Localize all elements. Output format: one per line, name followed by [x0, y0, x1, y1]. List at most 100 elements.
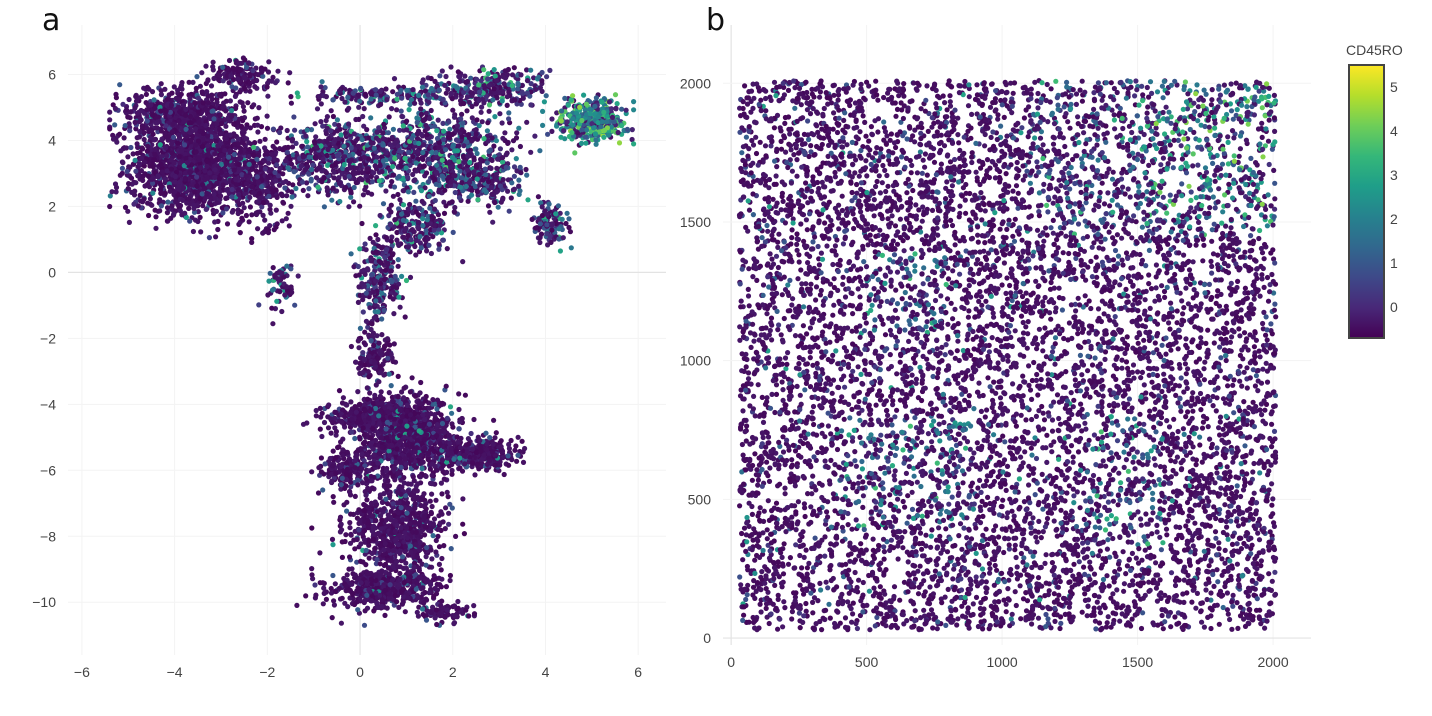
- umap-point: [413, 160, 419, 166]
- umap-point: [500, 155, 506, 161]
- umap-point: [356, 104, 362, 110]
- umap-point: [187, 169, 193, 175]
- umap-point: [214, 180, 220, 186]
- umap-point: [337, 88, 343, 94]
- umap-point: [215, 143, 221, 149]
- umap-point: [489, 191, 495, 197]
- umap-point: [163, 108, 169, 114]
- umap-point: [537, 148, 543, 154]
- umap-point: [318, 101, 324, 107]
- umap-point: [448, 179, 454, 185]
- umap-point: [509, 180, 515, 186]
- umap-point: [269, 151, 275, 158]
- umap-point: [168, 166, 174, 172]
- umap-point: [351, 199, 357, 205]
- umap-point: [205, 100, 211, 106]
- umap-point: [485, 120, 491, 126]
- umap-point: [569, 130, 575, 136]
- umap-point: [325, 192, 331, 198]
- umap-point: [465, 153, 471, 159]
- umap-point: [502, 68, 508, 74]
- umap-point: [194, 183, 200, 189]
- umap-point: [462, 159, 468, 165]
- umap-point: [478, 109, 484, 115]
- umap-point: [404, 127, 410, 133]
- umap-point: [199, 70, 205, 76]
- umap-point: [615, 129, 621, 136]
- umap-point: [613, 106, 619, 112]
- umap-point: [197, 196, 203, 202]
- umap-point: [137, 192, 143, 198]
- umap-point: [273, 207, 279, 213]
- umap-point: [305, 193, 311, 199]
- umap-point: [442, 187, 448, 193]
- umap-point: [172, 179, 178, 185]
- umap-point: [205, 133, 211, 139]
- umap-point: [149, 89, 156, 95]
- umap-point: [510, 138, 517, 144]
- umap-point: [412, 243, 418, 250]
- umap-point: [188, 102, 194, 108]
- panel-a-grid: [68, 25, 666, 655]
- umap-point: [389, 106, 395, 112]
- umap-point: [461, 143, 467, 149]
- umap-point: [377, 88, 383, 94]
- umap-point: [213, 208, 219, 215]
- umap-point: [426, 242, 432, 248]
- umap-point: [324, 152, 330, 159]
- umap-point: [282, 185, 288, 191]
- umap-point: [361, 106, 367, 112]
- umap-point: [420, 149, 426, 156]
- umap-point: [437, 222, 443, 228]
- umap-point: [164, 153, 170, 159]
- umap-point: [193, 149, 199, 155]
- umap-point: [516, 177, 522, 183]
- umap-point: [270, 74, 276, 80]
- umap-point: [390, 193, 396, 199]
- umap-point: [565, 102, 571, 108]
- umap-point: [328, 128, 334, 134]
- umap-point: [446, 119, 452, 125]
- umap-point: [285, 165, 291, 171]
- umap-point: [142, 183, 148, 189]
- umap-point: [416, 140, 422, 146]
- umap-point: [486, 179, 492, 185]
- umap-point: [466, 179, 473, 185]
- umap-point: [351, 131, 357, 137]
- umap-point: [151, 137, 157, 143]
- umap-point: [223, 206, 230, 212]
- umap-point: [288, 203, 294, 209]
- umap-point: [505, 140, 511, 146]
- umap-point: [138, 198, 144, 204]
- umap-point: [305, 144, 311, 150]
- umap-point: [601, 109, 607, 115]
- umap-point: [488, 185, 494, 191]
- umap-point: [436, 87, 442, 93]
- umap-point: [270, 189, 276, 195]
- umap-point: [266, 59, 272, 65]
- umap-point: [377, 212, 383, 219]
- umap-point: [432, 197, 438, 204]
- umap-point: [380, 201, 387, 207]
- umap-point: [446, 174, 452, 180]
- umap-point: [374, 129, 380, 135]
- umap-point: [451, 172, 457, 178]
- umap-point: [107, 109, 113, 115]
- umap-point: [475, 197, 481, 203]
- umap-point: [428, 250, 434, 257]
- umap-point: [587, 106, 593, 112]
- umap-point: [245, 100, 251, 106]
- umap-point: [362, 91, 368, 97]
- umap-point: [511, 173, 517, 179]
- umap-point: [493, 138, 499, 144]
- umap-point: [159, 136, 165, 142]
- umap-point: [346, 105, 352, 111]
- umap-point: [416, 92, 422, 98]
- umap-point: [342, 99, 348, 105]
- umap-point: [236, 161, 242, 167]
- umap-point: [132, 157, 138, 163]
- umap-point: [549, 128, 555, 134]
- umap-point: [486, 102, 493, 108]
- umap-point: [133, 93, 139, 100]
- umap-point: [178, 91, 184, 97]
